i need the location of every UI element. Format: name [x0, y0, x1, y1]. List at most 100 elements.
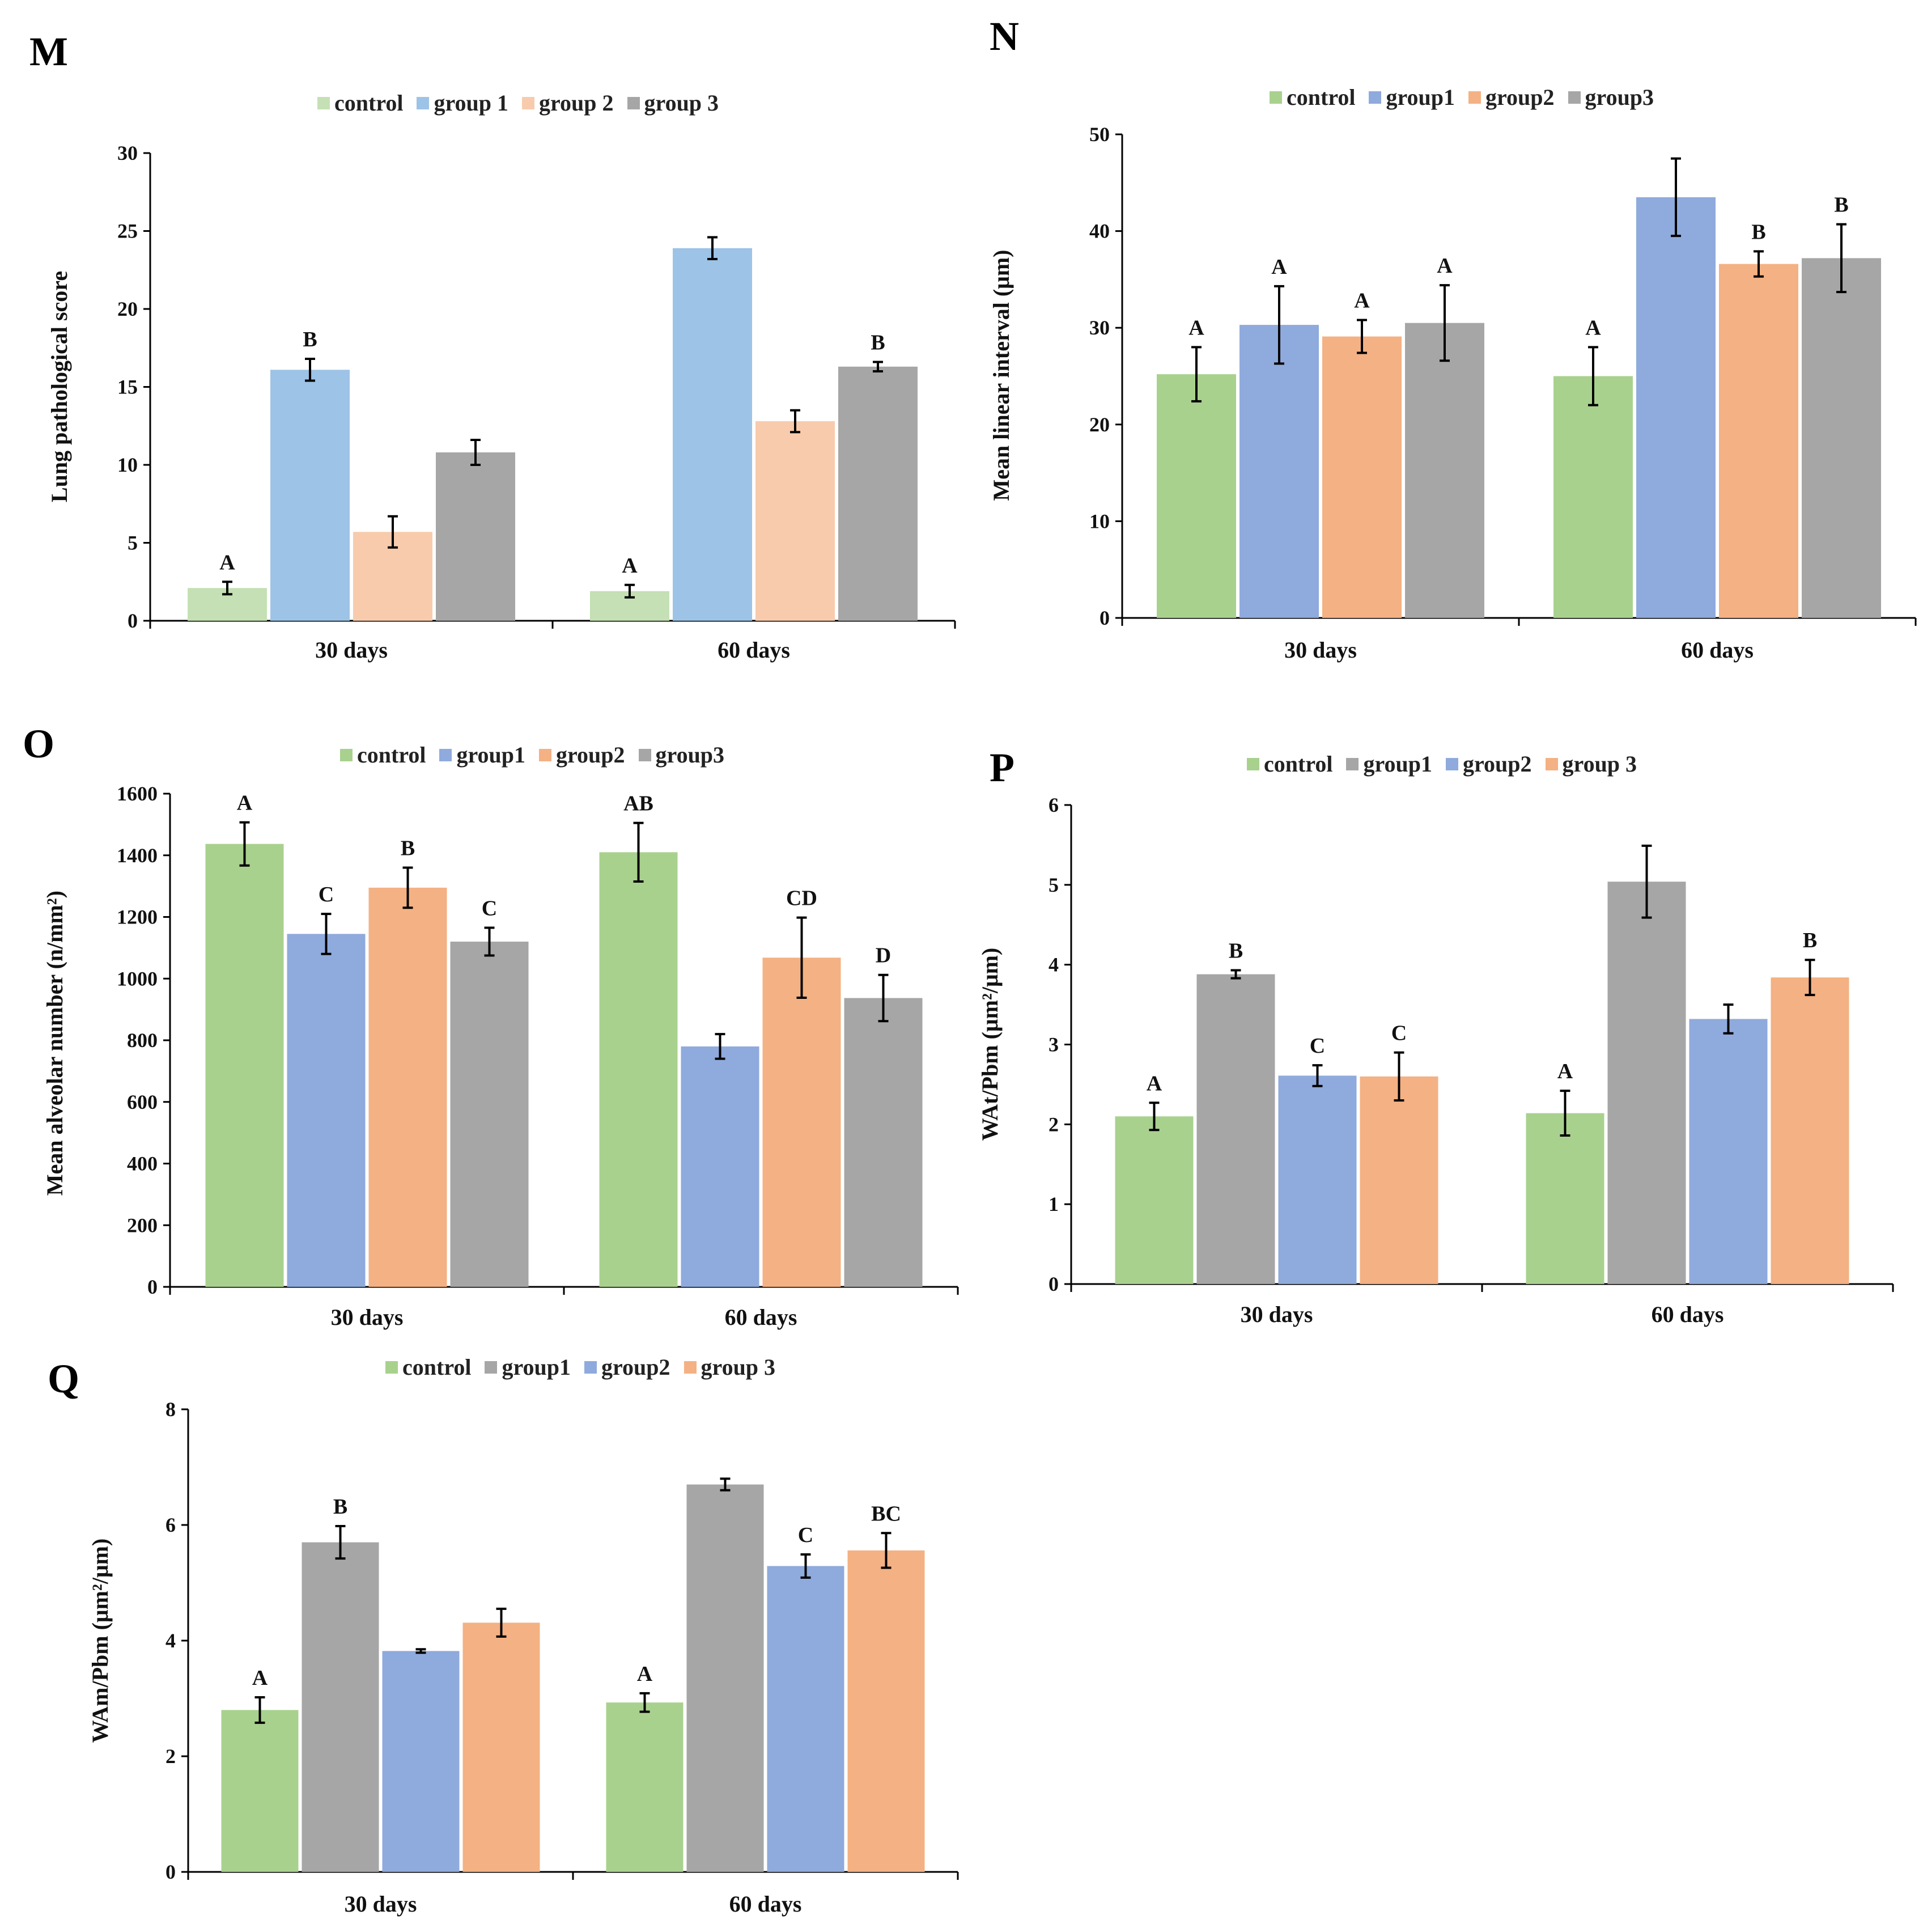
legend-item: group1: [485, 1354, 571, 1380]
significance-letter: A: [1437, 254, 1453, 278]
legend-swatch: [1270, 91, 1282, 104]
y-tick-label: 6: [1048, 794, 1059, 816]
significance-letter: B: [1803, 929, 1817, 952]
x-tick-label: 30 days: [345, 1891, 417, 1917]
y-tick-label: 50: [1089, 123, 1110, 146]
legend-label: group2: [1485, 84, 1555, 110]
x-tick-label: 60 days: [1652, 1302, 1724, 1327]
bar: [1405, 323, 1484, 618]
bar: [1278, 1075, 1357, 1284]
significance-letter: BC: [871, 1502, 901, 1526]
y-tick-label: 600: [127, 1091, 158, 1113]
legend: control group1 group2 group3: [1270, 84, 1667, 111]
legend: control group 1 group 2 group 3: [317, 90, 732, 116]
significance-letter: B: [871, 331, 885, 355]
bar: [1196, 974, 1275, 1284]
legend-label: control: [357, 742, 426, 768]
legend-item: group2: [1468, 84, 1555, 111]
y-tick-label: 0: [1048, 1273, 1059, 1295]
bar: [270, 370, 350, 621]
significance-letter: B: [303, 328, 317, 351]
bar: [1689, 1019, 1768, 1284]
y-tick-label: 1200: [117, 906, 158, 929]
legend-item: group1: [439, 742, 525, 768]
legend-swatch: [1568, 91, 1581, 104]
legend-swatch: [385, 1361, 398, 1374]
bar: [302, 1542, 379, 1872]
legend-item: group 1: [417, 90, 508, 116]
legend-item: control: [385, 1354, 471, 1380]
bar: [1636, 197, 1716, 618]
y-tick-label: 8: [165, 1398, 176, 1421]
bar: [847, 1550, 925, 1872]
bar: [1802, 258, 1881, 618]
legend-label: group3: [655, 742, 725, 768]
y-tick-label: 0: [128, 609, 138, 632]
y-tick-label: 40: [1089, 220, 1110, 243]
significance-letter: A: [219, 550, 235, 574]
y-tick-label: 30: [1089, 316, 1110, 339]
y-tick-label: 0: [165, 1861, 176, 1883]
significance-letter: A: [1354, 289, 1370, 313]
y-tick-label: 25: [117, 220, 138, 243]
legend-label: group2: [556, 742, 625, 768]
legend-label: group 1: [434, 90, 508, 116]
legend-swatch: [1545, 757, 1558, 770]
chart-panel-o: O control group1 group2 group3 0 200 400 60…: [0, 680, 963, 1332]
legend-item: control: [317, 90, 403, 116]
y-tick-label: 1600: [117, 782, 158, 805]
panel-letter: M: [29, 29, 68, 74]
legend-swatch: [584, 1361, 597, 1374]
legend-item: group 3: [1545, 751, 1637, 777]
bar-chart-svg: 0 1 2 3 4 5 6 WAt/Pbm (μm²/μm) 30 days A B C C 60 day…: [977, 794, 1894, 1327]
legend-label: group1: [1363, 751, 1432, 777]
legend-item: group1: [1369, 84, 1455, 111]
legend-swatch: [1346, 757, 1359, 770]
legend-label: group2: [601, 1354, 670, 1380]
chart-panel-q: Q control group1 group2 group 3 0 2 4 6 8 WAm…: [0, 1332, 963, 1932]
x-tick-label: 30 days: [315, 637, 388, 663]
legend-item: group2: [1446, 751, 1532, 777]
y-tick-label: 800: [127, 1029, 158, 1052]
legend-label: group3: [1585, 84, 1654, 110]
bar: [1115, 1116, 1194, 1284]
significance-letter: C: [1391, 1022, 1407, 1045]
significance-letter: C: [482, 897, 497, 921]
x-tick-label: 30 days: [331, 1304, 404, 1330]
legend-label: group1: [1386, 84, 1455, 110]
legend-swatch: [1369, 91, 1382, 104]
legend-item: group 3: [684, 1354, 775, 1380]
significance-letter: A: [1271, 255, 1287, 279]
legend-swatch: [340, 748, 353, 761]
legend-item: control: [1270, 84, 1355, 111]
significance-letter: C: [319, 883, 334, 906]
y-tick-label: 200: [127, 1214, 158, 1236]
significance-letter: B: [333, 1495, 347, 1519]
y-tick-label: 20: [1089, 413, 1110, 436]
bar: [1239, 325, 1319, 618]
legend-item: group 3: [627, 90, 719, 116]
bar: [221, 1710, 299, 1872]
bar: [368, 887, 447, 1287]
legend-item: group2: [539, 742, 625, 768]
y-tick-label: 1: [1048, 1193, 1059, 1215]
y-tick-label: 30: [117, 142, 138, 164]
significance-letter: A: [252, 1666, 268, 1690]
significance-letter: A: [237, 791, 253, 815]
legend-swatch: [638, 748, 651, 761]
legend-item: group3: [638, 742, 725, 768]
legend-item: control: [340, 742, 426, 768]
bar: [681, 1046, 759, 1287]
bar: [1719, 264, 1798, 618]
y-tick-label: 5: [128, 532, 138, 554]
significance-letter: A: [1147, 1071, 1162, 1095]
bar: [755, 421, 835, 621]
y-tick-label: 4: [1048, 954, 1059, 976]
legend-swatch: [1468, 91, 1481, 104]
legend-swatch: [684, 1361, 697, 1374]
significance-letter: CD: [786, 887, 817, 910]
significance-letter: D: [876, 944, 891, 968]
x-tick-label: 60 days: [725, 1304, 797, 1330]
chart-panel-p: P control group1 group2 group 3 0 1 2 3 4 5 6 W…: [963, 680, 1923, 1332]
significance-letter: A: [622, 554, 638, 578]
